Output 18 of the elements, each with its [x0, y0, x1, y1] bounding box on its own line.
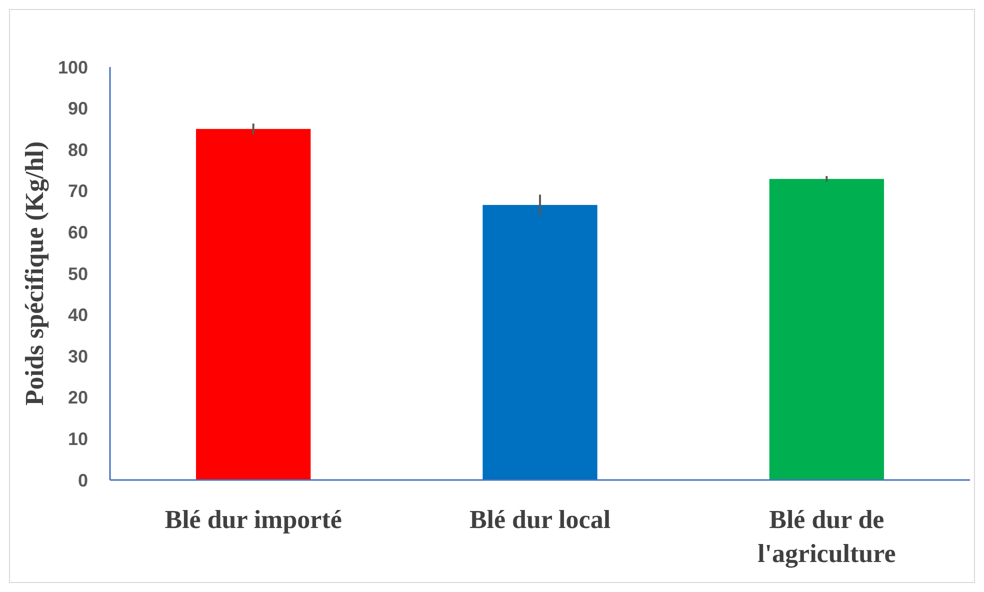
- x-tick-label: Blé dur de l'agriculture: [758, 505, 896, 568]
- y-tick-label: 40: [68, 305, 88, 326]
- y-tick-label: 50: [68, 264, 88, 284]
- y-tick-label: 100: [58, 57, 88, 78]
- bar: [769, 178, 884, 480]
- y-tick-label: 30: [68, 346, 88, 366]
- y-tick-label: 0: [78, 470, 88, 490]
- y-tick-label: 60: [68, 222, 88, 242]
- y-tick-label: 70: [68, 181, 88, 202]
- y-tick-label: 80: [68, 140, 88, 160]
- x-tick-label: Blé dur importé: [164, 505, 342, 534]
- bar: [482, 204, 598, 480]
- y-tick-label: 10: [68, 429, 88, 449]
- y-tick-label: 90: [68, 98, 88, 119]
- bar: [196, 128, 311, 480]
- x-tick-label: Blé dur local: [469, 505, 611, 534]
- y-tick-label: 20: [68, 388, 88, 408]
- y-axis-title: Poids spécifique (Kg/hl): [20, 141, 49, 406]
